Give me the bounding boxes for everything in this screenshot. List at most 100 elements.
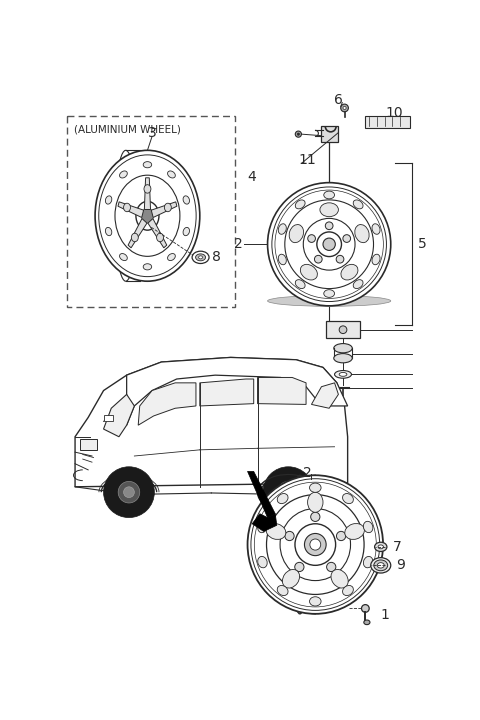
Ellipse shape [295,200,305,209]
Ellipse shape [278,254,286,265]
Ellipse shape [295,131,301,138]
Ellipse shape [310,483,321,492]
Ellipse shape [310,539,321,550]
Polygon shape [258,377,306,405]
Ellipse shape [156,233,164,242]
Text: (ALUMINIUM WHEEL): (ALUMINIUM WHEEL) [73,125,180,135]
Ellipse shape [308,235,315,243]
Ellipse shape [374,560,388,571]
Polygon shape [127,357,348,426]
Ellipse shape [277,493,288,503]
Ellipse shape [361,605,369,612]
Bar [365,116,410,128]
Text: 6: 6 [334,94,343,107]
Ellipse shape [343,107,346,109]
Text: 7: 7 [393,540,402,554]
Ellipse shape [334,354,352,363]
Circle shape [118,482,140,503]
Ellipse shape [343,585,353,595]
Ellipse shape [106,228,112,235]
Ellipse shape [120,171,127,178]
Circle shape [104,467,155,518]
Ellipse shape [192,251,209,264]
Ellipse shape [132,233,138,242]
Ellipse shape [325,222,333,230]
Text: 3: 3 [148,125,156,140]
Polygon shape [138,383,196,426]
Ellipse shape [364,620,370,625]
Ellipse shape [285,531,294,541]
Circle shape [263,467,314,518]
Ellipse shape [275,190,384,299]
Polygon shape [144,178,151,210]
Ellipse shape [353,279,363,289]
Ellipse shape [326,562,336,572]
Ellipse shape [282,570,300,588]
Ellipse shape [143,264,152,270]
Ellipse shape [314,256,322,263]
Ellipse shape [363,521,373,533]
Ellipse shape [320,203,338,217]
Polygon shape [248,472,275,518]
Ellipse shape [115,175,180,256]
Text: 4: 4 [248,170,256,184]
Circle shape [123,487,134,498]
Ellipse shape [323,238,336,251]
Ellipse shape [355,225,369,243]
Ellipse shape [304,534,326,556]
Ellipse shape [183,228,190,235]
Ellipse shape [199,256,203,259]
Bar [104,415,113,421]
Ellipse shape [372,224,380,234]
Ellipse shape [324,289,335,297]
Text: 1: 1 [381,608,390,621]
Polygon shape [252,514,277,531]
Ellipse shape [324,191,335,199]
Ellipse shape [99,155,196,276]
Ellipse shape [267,183,391,306]
Polygon shape [148,219,167,248]
Polygon shape [151,202,177,217]
Text: 8: 8 [212,251,220,264]
Ellipse shape [295,279,305,289]
Ellipse shape [280,508,350,580]
Ellipse shape [254,482,376,607]
Text: 10: 10 [385,106,403,120]
Ellipse shape [123,203,131,212]
Ellipse shape [248,475,383,614]
Ellipse shape [341,104,348,112]
Ellipse shape [144,185,151,193]
Bar [67,116,235,307]
Ellipse shape [303,218,355,270]
Bar [81,439,97,450]
Text: 5: 5 [418,238,426,251]
Ellipse shape [183,196,190,204]
Ellipse shape [295,523,336,565]
Text: 9: 9 [396,558,405,572]
Ellipse shape [308,492,323,513]
Ellipse shape [266,495,364,595]
Bar [322,127,338,142]
Ellipse shape [258,521,267,533]
Ellipse shape [285,200,373,289]
Circle shape [283,487,294,498]
Ellipse shape [164,203,171,212]
Ellipse shape [310,597,321,606]
Polygon shape [312,383,338,408]
Ellipse shape [334,343,352,353]
Ellipse shape [136,202,159,230]
Ellipse shape [377,562,384,568]
Ellipse shape [300,264,317,280]
Ellipse shape [363,557,373,568]
Bar [326,321,360,338]
Ellipse shape [267,295,391,306]
Ellipse shape [168,171,175,178]
Ellipse shape [339,372,347,377]
Circle shape [277,482,299,503]
Ellipse shape [95,150,200,282]
Ellipse shape [371,557,391,573]
Text: 11: 11 [299,153,316,166]
Polygon shape [200,379,254,406]
Ellipse shape [106,196,112,204]
Ellipse shape [336,256,344,263]
